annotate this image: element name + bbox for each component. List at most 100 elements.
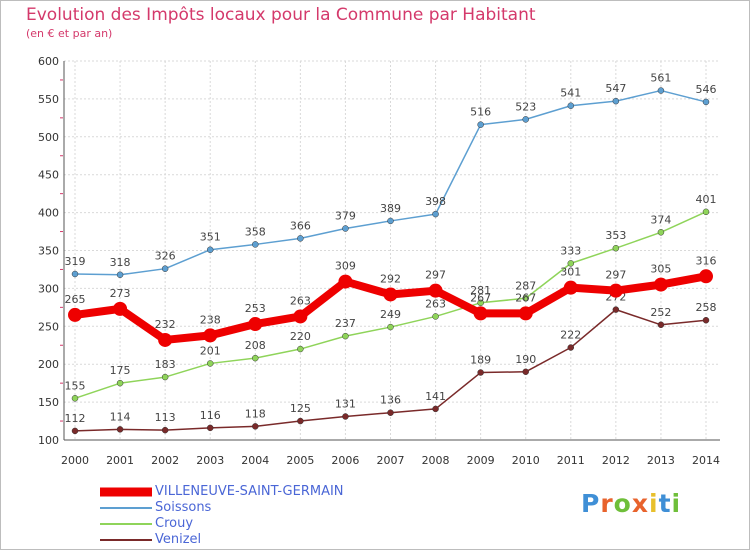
logo-letter: i	[671, 489, 682, 518]
x-tick-label-2007: 2007	[377, 454, 405, 467]
data-point-crouy-2011	[567, 260, 575, 267]
legend: VILLENEUVE-SAINT-GERMAIN Soissons Crouy …	[100, 484, 420, 548]
data-label-villeneuve-saint-germain-2000: 265	[65, 293, 86, 306]
data-label-crouy-2002: 183	[155, 358, 176, 371]
legend-label-venizel: Venizel	[155, 532, 202, 547]
y-tick-label-350: 350	[38, 245, 59, 258]
data-point-soissons-2009	[477, 121, 484, 128]
data-point-crouy-2006	[342, 332, 349, 340]
data-label-venizel-2014: 258	[696, 301, 717, 314]
data-point-soissons-2002	[161, 265, 169, 272]
proxiti-logo: Proxiti	[581, 489, 681, 518]
data-label-soissons-2000: 319	[65, 255, 86, 268]
x-tick-label-2013: 2013	[647, 454, 675, 467]
data-label-villeneuve-saint-germain-2010: 267	[515, 291, 536, 304]
legend-swatch-soissons	[100, 507, 152, 509]
data-label-venizel-2010: 190	[515, 353, 536, 366]
data-point-villeneuve-saint-germain-2010	[518, 306, 533, 321]
data-point-venizel-2009	[477, 369, 484, 376]
data-label-soissons-2014: 546	[696, 83, 717, 96]
data-point-crouy-2000	[71, 395, 79, 402]
data-point-soissons-2008	[432, 210, 439, 218]
chart-subtitle: (en € et par an)	[26, 27, 113, 40]
x-tick-label-2002: 2002	[151, 454, 179, 467]
y-tick-label-400: 400	[38, 207, 59, 220]
data-point-venizel-2005	[297, 417, 304, 425]
data-label-crouy-2004: 208	[245, 339, 266, 352]
data-label-soissons-2011: 541	[560, 87, 581, 100]
data-label-venizel-2003: 116	[200, 409, 221, 422]
data-point-villeneuve-saint-germain-2000	[68, 307, 82, 322]
legend-label-villeneuve: VILLENEUVE-SAINT-GERMAIN	[155, 484, 344, 499]
data-point-venizel-2014	[702, 316, 710, 324]
y-tick-label-500: 500	[38, 131, 59, 144]
x-tick-label-2003: 2003	[196, 454, 224, 467]
data-label-villeneuve-saint-germain-2005: 263	[290, 294, 311, 307]
data-label-venizel-2006: 131	[335, 398, 356, 411]
data-point-villeneuve-saint-germain-2006	[338, 274, 353, 289]
data-label-villeneuve-saint-germain-2007: 292	[380, 272, 401, 285]
data-label-villeneuve-saint-germain-2014: 316	[696, 254, 717, 267]
data-point-villeneuve-saint-germain-2011	[563, 280, 578, 295]
data-point-crouy-2009	[477, 299, 484, 307]
data-label-soissons-2013: 561	[650, 72, 671, 85]
legend-swatch-villeneuve	[100, 487, 152, 497]
data-point-crouy-2012	[612, 244, 620, 252]
x-tick-label-2014: 2014	[692, 454, 720, 467]
data-point-villeneuve-saint-germain-2014	[699, 269, 713, 284]
data-label-soissons-2004: 358	[245, 225, 266, 238]
y-tick-label-450: 450	[38, 169, 59, 182]
data-point-venizel-2001	[116, 426, 124, 433]
data-label-crouy-2003: 201	[200, 344, 221, 357]
y-tick-label-250: 250	[38, 320, 59, 333]
data-label-villeneuve-saint-germain-2008: 297	[425, 269, 446, 282]
data-point-crouy-2004	[252, 354, 259, 362]
data-point-crouy-2005	[297, 345, 304, 353]
data-label-venizel-2000: 112	[65, 412, 86, 425]
x-tick-label-2005: 2005	[286, 454, 314, 467]
legend-label-crouy: Crouy	[155, 516, 194, 531]
y-tick-label-600: 600	[38, 55, 59, 68]
data-point-crouy-2013	[657, 229, 665, 236]
data-point-villeneuve-saint-germain-2002	[158, 332, 173, 347]
data-label-soissons-2002: 326	[155, 250, 176, 263]
y-tick-label-150: 150	[38, 396, 59, 409]
data-point-soissons-2006	[342, 225, 349, 232]
data-point-villeneuve-saint-germain-2007	[383, 287, 398, 302]
data-point-venizel-2002	[161, 426, 169, 434]
data-label-soissons-2008: 398	[425, 195, 446, 208]
data-label-crouy-2006: 237	[335, 317, 356, 330]
data-point-villeneuve-saint-germain-2001	[113, 301, 128, 316]
data-label-villeneuve-saint-germain-2004: 253	[245, 302, 266, 315]
data-label-villeneuve-saint-germain-2006: 309	[335, 260, 356, 273]
data-point-venizel-2012	[612, 306, 620, 313]
x-tick-label-2008: 2008	[422, 454, 450, 467]
data-label-soissons-2006: 379	[335, 210, 356, 223]
data-point-venizel-2000	[71, 427, 79, 435]
data-point-venizel-2003	[206, 424, 214, 432]
data-label-venizel-2011: 222	[560, 329, 581, 342]
data-point-villeneuve-saint-germain-2008	[428, 283, 443, 298]
data-point-crouy-2010	[522, 295, 529, 302]
x-tick-label-2001: 2001	[106, 454, 134, 467]
data-label-venizel-2004: 118	[245, 407, 266, 420]
data-label-soissons-2009: 516	[470, 106, 491, 119]
data-label-soissons-2010: 523	[515, 100, 536, 113]
data-point-venizel-2006	[342, 413, 349, 420]
data-point-crouy-2002	[161, 373, 169, 381]
legend-item-venizel: Venizel	[100, 532, 420, 548]
data-label-villeneuve-saint-germain-2012: 297	[605, 269, 626, 282]
data-label-venizel-2007: 136	[380, 394, 401, 407]
data-label-crouy-2000: 155	[65, 379, 86, 392]
x-tick-label-2010: 2010	[512, 454, 540, 467]
data-point-villeneuve-saint-germain-2009	[473, 306, 488, 321]
data-label-crouy-2007: 249	[380, 308, 401, 321]
data-label-crouy-2014: 401	[696, 193, 717, 206]
logo-letter: i	[649, 489, 659, 518]
data-point-venizel-2010	[522, 368, 529, 376]
x-tick-label-2011: 2011	[557, 454, 585, 467]
data-point-soissons-2013	[657, 87, 665, 94]
data-point-soissons-2000	[71, 270, 79, 278]
